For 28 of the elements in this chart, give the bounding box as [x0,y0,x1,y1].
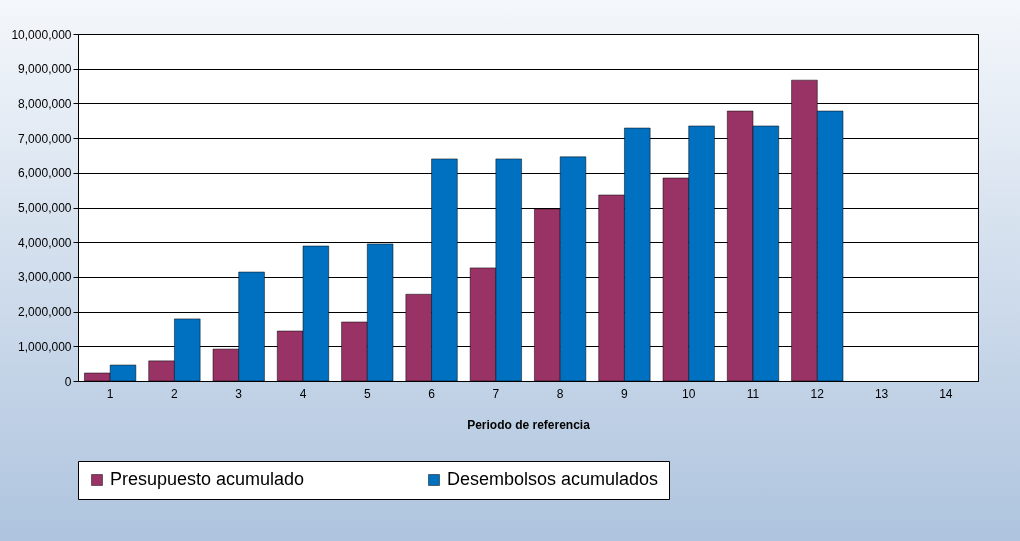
y-tick-label: 7,000,000 [18,131,72,146]
x-tick-label: 3 [235,387,243,401]
x-tick-label: 5 [363,387,371,401]
y-tick-label: 10,000,000 [11,27,72,42]
y-tick-label: 2,000,000 [18,305,72,320]
y-tick-label: 9,000,000 [18,62,72,77]
legend-label: Desembolsos acumulados [447,469,659,489]
x-tick-label: 9 [621,387,629,401]
x-tick-label: 6 [428,387,436,401]
legend-label: Presupuesto acumulado [110,469,305,489]
x-tick-label: 4 [299,387,307,401]
x-tick-label: 12 [810,387,825,401]
y-tick-label: 4,000,000 [18,235,72,250]
x-tick-label: 10 [682,387,696,401]
x-tick-label: 8 [556,387,564,401]
y-tick-label: 5,000,000 [18,201,72,215]
y-tick-label: 8,000,000 [18,96,72,111]
x-tick-label: 11 [746,387,760,401]
y-tick-label: 0 [64,374,72,389]
x-tick-label: 1 [106,387,114,401]
x-axis-title: Periodo de referencia [467,418,591,432]
y-tick-label: 1,000,000 [18,339,72,354]
x-tick-label: 14 [939,387,953,401]
y-tick-label: 3,000,000 [18,270,72,285]
x-tick-label: 13 [874,387,889,401]
x-tick-label: 7 [492,387,500,401]
y-tick-label: 6,000,000 [18,166,72,181]
x-tick-label: 2 [171,387,179,401]
